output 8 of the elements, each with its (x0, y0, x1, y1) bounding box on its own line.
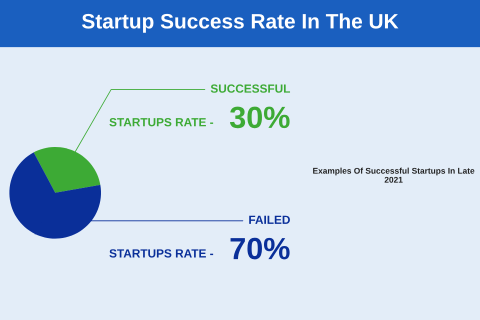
text: STARTUPS RATE - (109, 249, 214, 258)
slice-label: SUCCESSFUL (210, 84, 290, 93)
slice-label: FAILED (249, 216, 290, 224)
text: STARTUPS RATE - (109, 118, 214, 126)
data-label: 30% (230, 106, 290, 128)
data-label: 70% (230, 238, 290, 260)
chart-title: Startup Success Rate In The UK (82, 13, 398, 33)
text: Examples Of Successful Startups In Late 2021 (313, 168, 474, 183)
